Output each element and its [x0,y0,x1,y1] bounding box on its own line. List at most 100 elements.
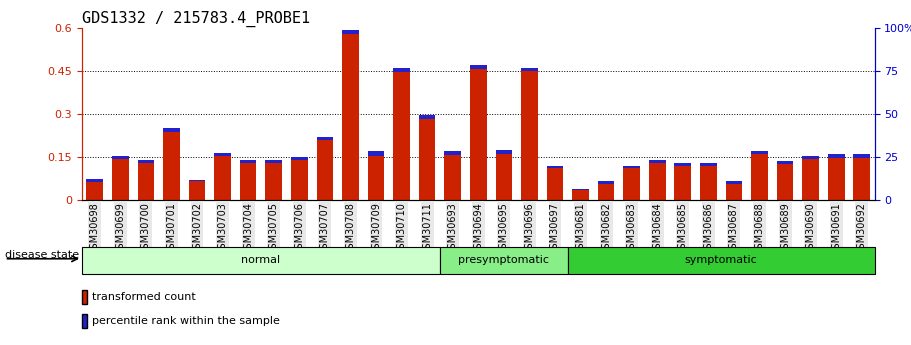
Text: GSM30693: GSM30693 [447,202,457,255]
Bar [726,181,742,184]
Text: GSM30688: GSM30688 [754,202,764,255]
Bar [316,137,333,200]
Bar [343,30,359,200]
Text: normal: normal [241,256,281,265]
Text: GSM30697: GSM30697 [550,202,560,255]
Bar [240,160,257,200]
Text: GSM30686: GSM30686 [703,202,713,255]
Bar [240,160,257,163]
Text: GSM30702: GSM30702 [192,202,202,255]
Bar [291,157,308,200]
Bar [803,156,819,159]
Text: GSM30706: GSM30706 [294,202,304,255]
Text: GSM30709: GSM30709 [371,202,381,255]
Bar [189,180,205,181]
Bar [674,163,691,200]
Bar [572,189,589,200]
Bar [547,166,563,168]
Bar [598,181,614,200]
Bar [419,115,435,119]
Bar [521,68,537,200]
Bar [496,150,512,154]
Bar [777,161,793,164]
Text: GSM30707: GSM30707 [320,202,330,255]
Text: GSM30691: GSM30691 [831,202,841,255]
Bar [138,160,154,163]
Bar [112,156,128,159]
Bar [828,154,844,200]
Bar [854,154,870,200]
Bar [265,160,282,200]
Text: GSM30683: GSM30683 [627,202,637,255]
Bar [470,65,486,69]
Bar [368,151,384,200]
Text: GSM30700: GSM30700 [141,202,151,255]
Bar [87,179,103,182]
Bar [623,166,640,200]
Bar [368,151,384,156]
Text: GSM30705: GSM30705 [269,202,279,255]
Bar [214,152,230,156]
Text: GSM30711: GSM30711 [422,202,432,255]
Text: GSM30685: GSM30685 [678,202,688,255]
Text: GSM30695: GSM30695 [499,202,509,255]
Text: percentile rank within the sample: percentile rank within the sample [92,316,280,326]
Bar [623,166,640,168]
Bar [189,180,205,200]
Bar [82,246,440,275]
Bar [803,156,819,200]
Text: GSM30687: GSM30687 [729,202,739,255]
Bar [828,154,844,158]
Text: GSM30692: GSM30692 [856,202,866,255]
Bar [700,163,717,166]
Text: disease state: disease state [5,250,78,260]
Bar [440,246,568,275]
Bar [394,68,410,200]
Bar [470,65,486,200]
Bar [777,161,793,200]
Bar [265,160,282,163]
Text: GSM30690: GSM30690 [805,202,815,255]
Bar [394,68,410,72]
Text: GSM30699: GSM30699 [116,202,126,255]
Bar [854,154,870,158]
Bar [291,157,308,160]
Text: symptomatic: symptomatic [685,256,758,265]
Text: GSM30684: GSM30684 [652,202,662,255]
Bar [112,156,128,200]
Bar [521,68,537,71]
Text: GSM30694: GSM30694 [474,202,483,255]
Text: GSM30703: GSM30703 [218,202,228,255]
Bar [752,151,768,200]
Text: transformed count: transformed count [92,292,195,302]
Bar [726,181,742,200]
Bar [568,246,875,275]
Bar [496,150,512,200]
Bar [316,137,333,140]
Bar [163,128,179,132]
Bar [572,189,589,190]
Text: GSM30682: GSM30682 [601,202,611,255]
Bar [445,151,461,155]
Bar [163,128,179,200]
Bar [214,152,230,200]
Text: GSM30701: GSM30701 [167,202,177,255]
Bar [547,166,563,200]
Bar [649,160,666,200]
Text: GSM30710: GSM30710 [396,202,406,255]
Bar [649,160,666,163]
Bar [343,30,359,34]
Text: GSM30708: GSM30708 [345,202,355,255]
Text: GSM30698: GSM30698 [90,202,100,255]
Text: GDS1332 / 215783.4_PROBE1: GDS1332 / 215783.4_PROBE1 [82,10,310,27]
Bar [752,151,768,154]
Bar [87,179,103,200]
Text: GSM30704: GSM30704 [243,202,253,255]
Bar [419,115,435,200]
Text: GSM30689: GSM30689 [780,202,790,255]
Bar [598,181,614,184]
Text: presymptomatic: presymptomatic [458,256,549,265]
Text: GSM30681: GSM30681 [576,202,586,255]
Bar [445,151,461,200]
Bar [700,163,717,200]
